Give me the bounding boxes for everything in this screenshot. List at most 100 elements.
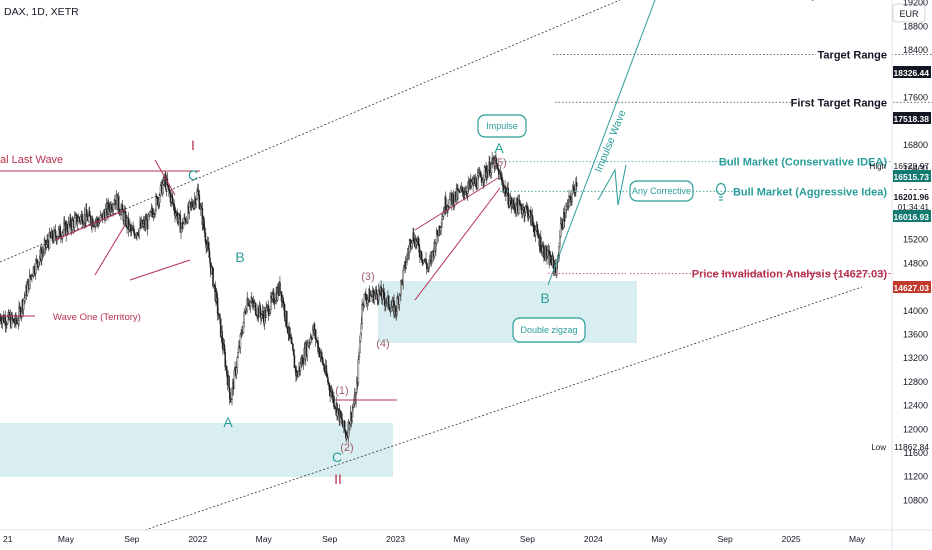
candle-body <box>477 175 479 189</box>
candle-body <box>341 418 344 425</box>
time-tick-label: 2024 <box>584 534 603 544</box>
candle-body <box>98 222 100 226</box>
double-zigzag-callout-box[interactable] <box>512 317 586 343</box>
candle-body <box>340 417 343 420</box>
candle-body <box>293 355 296 369</box>
candle-body <box>331 390 334 400</box>
candle-body <box>536 224 538 230</box>
time-tick-label: 21 <box>3 534 13 544</box>
time-tick-label: 2025 <box>782 534 801 544</box>
candle-body <box>400 281 402 295</box>
candle-body <box>162 184 164 195</box>
candle-body <box>565 209 567 218</box>
price-tag-caption: High <box>870 162 886 171</box>
candle-body <box>41 253 43 261</box>
candle-body <box>327 382 330 384</box>
candle-body <box>516 198 519 207</box>
candle-body <box>435 230 438 245</box>
candle-body <box>537 228 539 236</box>
currency-label: EUR <box>899 9 919 19</box>
candle-body <box>375 289 378 295</box>
wave-3-label: (3) <box>361 271 374 283</box>
candle-body <box>53 229 55 242</box>
candle-body <box>133 228 135 233</box>
candle-body <box>391 306 393 308</box>
candle-body <box>23 297 26 301</box>
currency-button[interactable] <box>892 3 926 23</box>
price-tick-label: 18400 <box>903 45 928 55</box>
candle-body <box>365 293 367 300</box>
candle-body <box>360 323 363 334</box>
candle-body <box>247 298 249 307</box>
candle-body <box>103 211 106 215</box>
candle-body <box>528 210 531 217</box>
candle-body <box>388 295 390 308</box>
wave-one-territory-label: Wave One (Territory) <box>53 312 141 323</box>
candle-body <box>208 248 210 258</box>
candle-body <box>24 295 26 299</box>
candle-body <box>121 204 124 212</box>
candle-body <box>57 236 59 239</box>
candle-body <box>333 396 335 407</box>
wave-4-label: (4) <box>376 338 389 350</box>
candle-body <box>26 284 29 296</box>
candle-body <box>147 214 150 229</box>
candle-body <box>445 197 447 211</box>
candle-body <box>561 219 563 229</box>
candle-body <box>349 423 351 430</box>
impulse-callout-box[interactable] <box>477 114 527 138</box>
candle-body <box>268 313 271 316</box>
candle-body <box>0 316 2 322</box>
candle-body <box>57 229 60 237</box>
wave-trend-line <box>414 177 499 231</box>
candle-body <box>351 410 353 421</box>
wave-trend-line <box>414 187 501 301</box>
candle-body <box>319 355 322 358</box>
wave-B-label: B <box>235 249 244 265</box>
candle-body <box>151 208 153 213</box>
candle-body <box>43 244 45 253</box>
candle-body <box>289 335 292 339</box>
price-tick-label: 16400 <box>903 164 928 174</box>
candle-body <box>22 300 25 310</box>
price-tag-value: 16016.93 <box>894 212 930 222</box>
any-corrective-callout-box[interactable] <box>629 180 694 202</box>
time-tick-label: May <box>453 534 470 544</box>
candle-body <box>4 317 7 326</box>
lightbulb-icon[interactable] <box>715 182 727 201</box>
time-tick-label: May <box>849 534 866 544</box>
price-tick-label: 14000 <box>903 306 928 316</box>
candle-body <box>435 243 437 252</box>
candle-body <box>502 179 504 187</box>
candle-body <box>489 161 491 176</box>
price-tick-label: 19200 <box>903 0 928 8</box>
candle-body <box>524 212 526 217</box>
wave-trend-line <box>54 209 126 241</box>
candle-body <box>33 266 36 274</box>
candle-body <box>35 260 37 274</box>
candle-body <box>196 191 198 200</box>
candle-body <box>223 344 226 353</box>
candle-body <box>546 250 549 257</box>
candle-body <box>38 261 40 267</box>
candle-body <box>262 310 264 317</box>
candle-body <box>180 227 182 233</box>
candle-body <box>243 312 245 323</box>
candle-body <box>353 404 355 408</box>
candle-body <box>408 244 411 253</box>
candle-body <box>168 190 171 194</box>
time-tick-label: 2022 <box>188 534 207 544</box>
candle-body <box>81 214 83 225</box>
candle-body <box>73 217 76 228</box>
price-tick-label: 14800 <box>903 258 928 268</box>
candle-body <box>63 223 65 231</box>
candle-body <box>179 215 182 233</box>
candle-body <box>311 329 314 339</box>
time-tick-label: 2023 <box>386 534 405 544</box>
candle-body <box>357 359 360 383</box>
candle-body <box>321 352 323 358</box>
wave-II-label: II <box>334 471 342 487</box>
candle-body <box>440 226 442 229</box>
candle-body <box>382 289 385 293</box>
